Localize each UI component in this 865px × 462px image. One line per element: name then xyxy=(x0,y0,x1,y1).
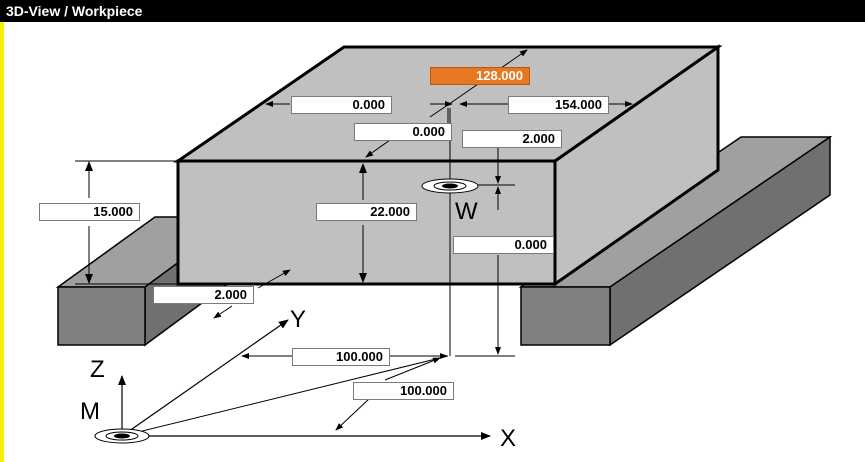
z-axis-label: Z xyxy=(90,356,105,383)
origin-x-field[interactable]: 100.000 xyxy=(353,382,454,400)
x-axis-label: X xyxy=(500,425,517,452)
origin-y-field[interactable]: 100.000 xyxy=(292,348,390,366)
bottom-offset-field[interactable]: 2.000 xyxy=(153,286,254,304)
origin-z-offset-field[interactable]: 0.000 xyxy=(453,236,554,254)
y-axis-label: Y xyxy=(290,306,307,333)
machine-origin-icon xyxy=(94,428,150,444)
thickness-field[interactable]: 22.000 xyxy=(316,203,417,221)
side-height-field[interactable]: 15.000 xyxy=(39,203,140,221)
top-offset-left-field[interactable]: 0.000 xyxy=(291,96,392,114)
top-width-field[interactable]: 154.000 xyxy=(508,96,609,114)
window-title: 3D-View / Workpiece xyxy=(0,0,865,22)
top-clearance-field[interactable]: 2.000 xyxy=(462,130,562,148)
machine-origin-label: M xyxy=(80,398,100,425)
machine-axes xyxy=(118,319,491,440)
top-length-field[interactable]: 128.000 xyxy=(430,67,530,85)
workpiece-origin-label: W xyxy=(455,198,478,225)
top-offset-y-field[interactable]: 0.000 xyxy=(354,123,452,141)
workpiece-origin-icon xyxy=(421,178,479,194)
left-border xyxy=(0,22,4,462)
dimension-lines xyxy=(75,49,633,437)
